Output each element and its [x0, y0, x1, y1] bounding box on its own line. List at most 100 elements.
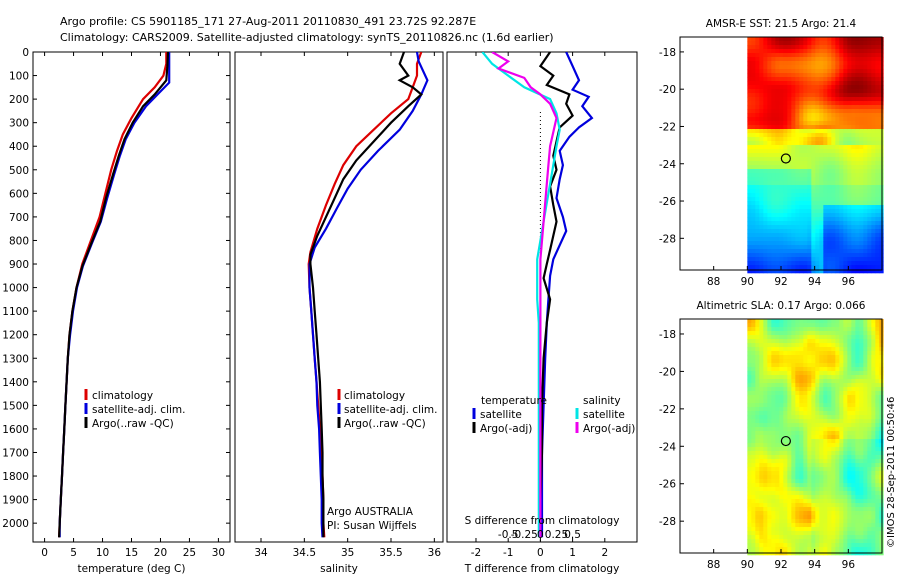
y-tick-label: -24	[659, 159, 676, 171]
sst-map-panel: 88 90 92 94 96 -28 -26 -24 -22 -20 -18 AMSR-E SST: …	[659, 18, 884, 288]
x-tick-label: 88	[707, 559, 720, 571]
legend-label: climatology	[92, 390, 153, 402]
legend-label: Argo(-adj)	[583, 423, 635, 435]
legend-label: satellite-adj. clim.	[92, 404, 185, 416]
x-tick-label: 92	[774, 276, 787, 288]
x-tick-label: 5	[70, 547, 77, 559]
legend-label: Argo(..raw -QC)	[344, 418, 426, 430]
y-tick-label: -28	[659, 233, 676, 245]
x-tick-label: 35	[341, 547, 354, 559]
s-tick-label: 0	[537, 529, 544, 541]
y-tick-label: 1600	[2, 424, 29, 436]
imos-stamp: ©IMOS 28-Sep-2011 00:50:46	[886, 397, 897, 548]
title-line-1: Argo profile: CS 5901185_171 27-Aug-2011…	[60, 15, 476, 28]
x-tick-label: 30	[212, 547, 225, 559]
x-tick-label: 15	[125, 547, 138, 559]
plot-frame	[234, 51, 444, 543]
x-tick-label: 1	[569, 547, 576, 559]
map-title: AMSR-E SST: 21.5 Argo: 21.4	[706, 18, 857, 30]
y-tick-label: 1900	[2, 495, 29, 507]
legend-title-temperature: temperature	[481, 395, 547, 407]
x-tick-label: -2	[471, 547, 481, 559]
series-line-argo-raw-qc-	[309, 52, 423, 538]
title-line-2: Climatology: CARS2009. Satellite-adjuste…	[60, 31, 554, 44]
annotation-line: Argo AUSTRALIA	[327, 506, 414, 518]
legend-label: satellite	[583, 409, 625, 421]
x-tick-label: 96	[842, 559, 856, 571]
annotation-line: PI: Susan Wijffels	[327, 520, 417, 532]
y-tick-label: -20	[659, 84, 676, 96]
x-tick-label: 94	[808, 559, 822, 571]
y-tick-label: -20	[659, 366, 676, 378]
y-tick-label: -22	[659, 404, 676, 416]
x-tick-label: 94	[808, 276, 822, 288]
y-tick-label: 1800	[2, 471, 29, 483]
x-tick-label: 10	[96, 547, 109, 559]
x-tick-label: 25	[183, 547, 196, 559]
salinity-panel: 34 34.5 35 35.5 36 salinity climatology satelli…	[234, 51, 444, 575]
map-field	[747, 37, 884, 274]
y-tick-label: 100	[9, 71, 29, 83]
argo-float-marker	[780, 153, 791, 164]
series-line-s-argo-adj-	[491, 52, 558, 538]
x-axis-label: temperature (deg C)	[78, 563, 186, 575]
y-tick-label: 1700	[2, 447, 29, 459]
y-tick-label: -28	[659, 516, 676, 528]
x-tick-label: 2	[601, 547, 608, 559]
y-tick-label: 1100	[2, 306, 29, 318]
sla-map-panel: 88 90 92 94 96 -28 -26 -24 -22 -20 -18 Altimetric S…	[659, 300, 884, 571]
argo-float-marker	[780, 435, 791, 447]
y-tick-label: -26	[659, 196, 676, 208]
x-tick-label: -1	[503, 547, 513, 559]
series-line-t-argo-adj-	[538, 52, 574, 538]
y-tick-label: 1300	[2, 353, 29, 365]
series-line-t-satellite	[540, 52, 594, 538]
y-tick-label: -22	[659, 121, 676, 133]
x-tick-label: 90	[741, 559, 754, 571]
x-tick-label: 34	[254, 547, 268, 559]
y-tick-label: 0	[22, 47, 29, 59]
x-axis-label: T difference from climatology	[464, 563, 620, 575]
x-tick-label: 88	[707, 276, 720, 288]
y-tick-label: 800	[9, 235, 29, 247]
y-tick-label: 1000	[2, 283, 29, 295]
y-tick-label: 1200	[2, 330, 29, 342]
legend-label: Argo(-adj)	[480, 423, 532, 435]
s-axis-label: S difference from climatology	[465, 515, 620, 527]
s-tick-label: -0.25	[511, 529, 538, 541]
x-tick-label: 0	[537, 547, 544, 559]
legend-label: satellite-adj. clim.	[344, 404, 437, 416]
y-tick-label: 600	[9, 188, 29, 200]
x-tick-label: 0	[41, 547, 48, 559]
s-tick-label: 0.25	[545, 529, 568, 541]
x-tick-label: 90	[741, 276, 754, 288]
y-tick-label: 1400	[2, 377, 29, 389]
x-tick-label: 35.5	[379, 547, 402, 559]
y-tick-label: -24	[659, 441, 676, 453]
s-tick-label: -0.5	[498, 529, 519, 541]
x-tick-label: 34.5	[293, 547, 316, 559]
y-tick-label: -26	[659, 479, 676, 491]
temperature-panel: 0100200300400500600700800900100011001200…	[2, 47, 231, 575]
map-field	[747, 319, 884, 556]
y-tick-label: -18	[659, 47, 676, 59]
y-tick-label: 400	[9, 141, 29, 153]
s-tick-label: 0.5	[564, 529, 581, 541]
legend-label: climatology	[344, 390, 405, 402]
y-tick-label: 900	[9, 259, 29, 271]
y-tick-label: 300	[9, 118, 29, 130]
x-axis-label: salinity	[320, 563, 358, 575]
y-tick-label: 200	[9, 94, 29, 106]
plot-frame	[32, 51, 231, 543]
series-line-argo-raw-qc-	[58, 52, 170, 538]
y-tick-label: 700	[9, 212, 29, 224]
y-tick-label: -18	[659, 329, 676, 341]
x-tick-label: 92	[774, 559, 787, 571]
legend-label: Argo(..raw -QC)	[92, 418, 174, 430]
x-tick-label: 20	[154, 547, 167, 559]
difference-panel: -2 -1 0 1 2 T difference from climatology -0.5…	[446, 51, 638, 575]
legend-title-salinity: salinity	[583, 395, 621, 407]
x-tick-label: 96	[842, 276, 856, 288]
legend-label: satellite	[480, 409, 522, 421]
